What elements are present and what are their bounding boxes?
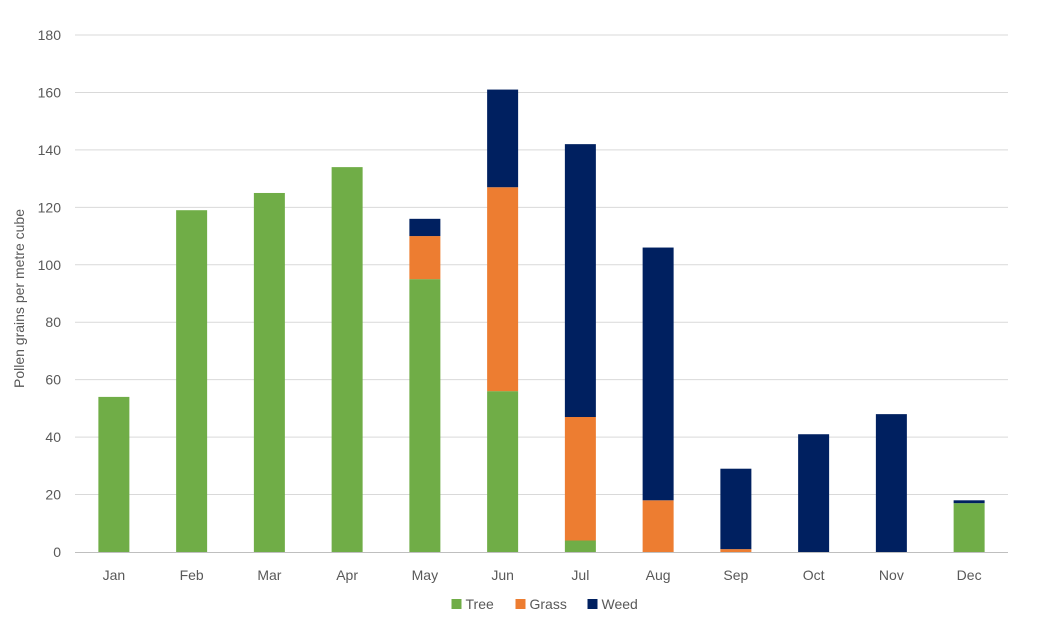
legend-item-tree: Tree bbox=[451, 596, 494, 612]
bar-stack-jan bbox=[98, 396, 130, 552]
x-tick-label: Jul bbox=[571, 567, 589, 583]
y-tick-label: 80 bbox=[45, 314, 61, 330]
bar-tree-apr bbox=[331, 167, 363, 552]
y-tick-label: 120 bbox=[38, 199, 62, 215]
bar-stack-apr bbox=[331, 167, 363, 552]
y-axis-title: Pollen grains per metre cube bbox=[11, 209, 27, 388]
bar-grass-sep bbox=[720, 549, 752, 552]
bar-tree-may bbox=[409, 279, 441, 552]
bar-stack-dec bbox=[953, 500, 985, 552]
bar-stack-nov bbox=[875, 414, 907, 552]
legend-swatch-weed bbox=[587, 599, 598, 609]
bar-stack-sep bbox=[720, 468, 752, 552]
bar-tree-feb bbox=[176, 210, 208, 552]
x-tick-label: Dec bbox=[957, 567, 982, 583]
bar-tree-mar bbox=[253, 192, 285, 552]
bar-stack-jul bbox=[564, 144, 596, 552]
y-tick-label: 160 bbox=[38, 84, 62, 100]
x-tick-label: Aug bbox=[646, 567, 671, 583]
x-tick-label: Nov bbox=[879, 567, 904, 583]
bar-weed-oct bbox=[798, 434, 830, 552]
bar-stack-oct bbox=[798, 434, 830, 552]
bar-tree-jul bbox=[564, 540, 596, 552]
bar-grass-aug bbox=[642, 500, 674, 552]
bar-stack-may bbox=[409, 218, 441, 552]
bar-weed-jul bbox=[564, 144, 596, 418]
y-tick-label: 100 bbox=[38, 257, 62, 273]
bar-weed-dec bbox=[953, 500, 985, 504]
y-tick-label: 0 bbox=[53, 544, 61, 560]
legend-label: Tree bbox=[466, 596, 494, 612]
y-tick-label: 60 bbox=[45, 372, 61, 388]
legend-swatch-grass bbox=[515, 599, 526, 609]
legend-label: Weed bbox=[602, 596, 638, 612]
bar-weed-nov bbox=[875, 414, 907, 552]
bar-weed-may bbox=[409, 218, 441, 237]
bar-stacks bbox=[98, 89, 985, 552]
bar-grass-may bbox=[409, 236, 441, 280]
x-axis-tick-labels: Jan Feb Mar Apr May Jun Jul Aug Sep Oct Nov Dec bbox=[103, 567, 982, 583]
x-tick-label: Jun bbox=[491, 567, 514, 583]
y-tick-label: 40 bbox=[45, 429, 61, 445]
x-tick-label: Sep bbox=[723, 567, 748, 583]
bar-stack-aug bbox=[642, 247, 674, 552]
y-tick-label: 20 bbox=[45, 487, 61, 503]
legend: Tree Grass Weed bbox=[451, 596, 638, 612]
y-tick-label: 140 bbox=[38, 142, 62, 158]
bar-tree-dec bbox=[953, 503, 985, 552]
gridlines bbox=[75, 34, 1008, 496]
bar-grass-jul bbox=[564, 417, 596, 541]
legend-swatch-tree bbox=[451, 599, 462, 609]
legend-item-weed: Weed bbox=[587, 596, 638, 612]
x-tick-label: Jan bbox=[103, 567, 126, 583]
x-tick-label: Oct bbox=[803, 567, 825, 583]
bar-tree-jan bbox=[98, 396, 130, 552]
bar-weed-jun bbox=[487, 89, 519, 188]
x-tick-label: Feb bbox=[180, 567, 204, 583]
bar-weed-sep bbox=[720, 468, 752, 550]
bar-stack-feb bbox=[176, 210, 208, 552]
legend-label: Grass bbox=[530, 596, 567, 612]
y-tick-label: 180 bbox=[38, 27, 62, 43]
x-tick-label: Mar bbox=[257, 567, 281, 583]
bar-stack-mar bbox=[253, 192, 285, 552]
bar-weed-aug bbox=[642, 247, 674, 501]
bar-grass-jun bbox=[487, 187, 519, 392]
bar-tree-jun bbox=[487, 391, 519, 552]
x-tick-label: Apr bbox=[336, 567, 358, 583]
bar-stack-jun bbox=[487, 89, 519, 552]
y-axis-tick-labels: 0 20 40 60 80 100 120 140 160 180 bbox=[38, 27, 62, 560]
legend-item-grass: Grass bbox=[515, 596, 567, 612]
x-tick-label: May bbox=[412, 567, 438, 583]
